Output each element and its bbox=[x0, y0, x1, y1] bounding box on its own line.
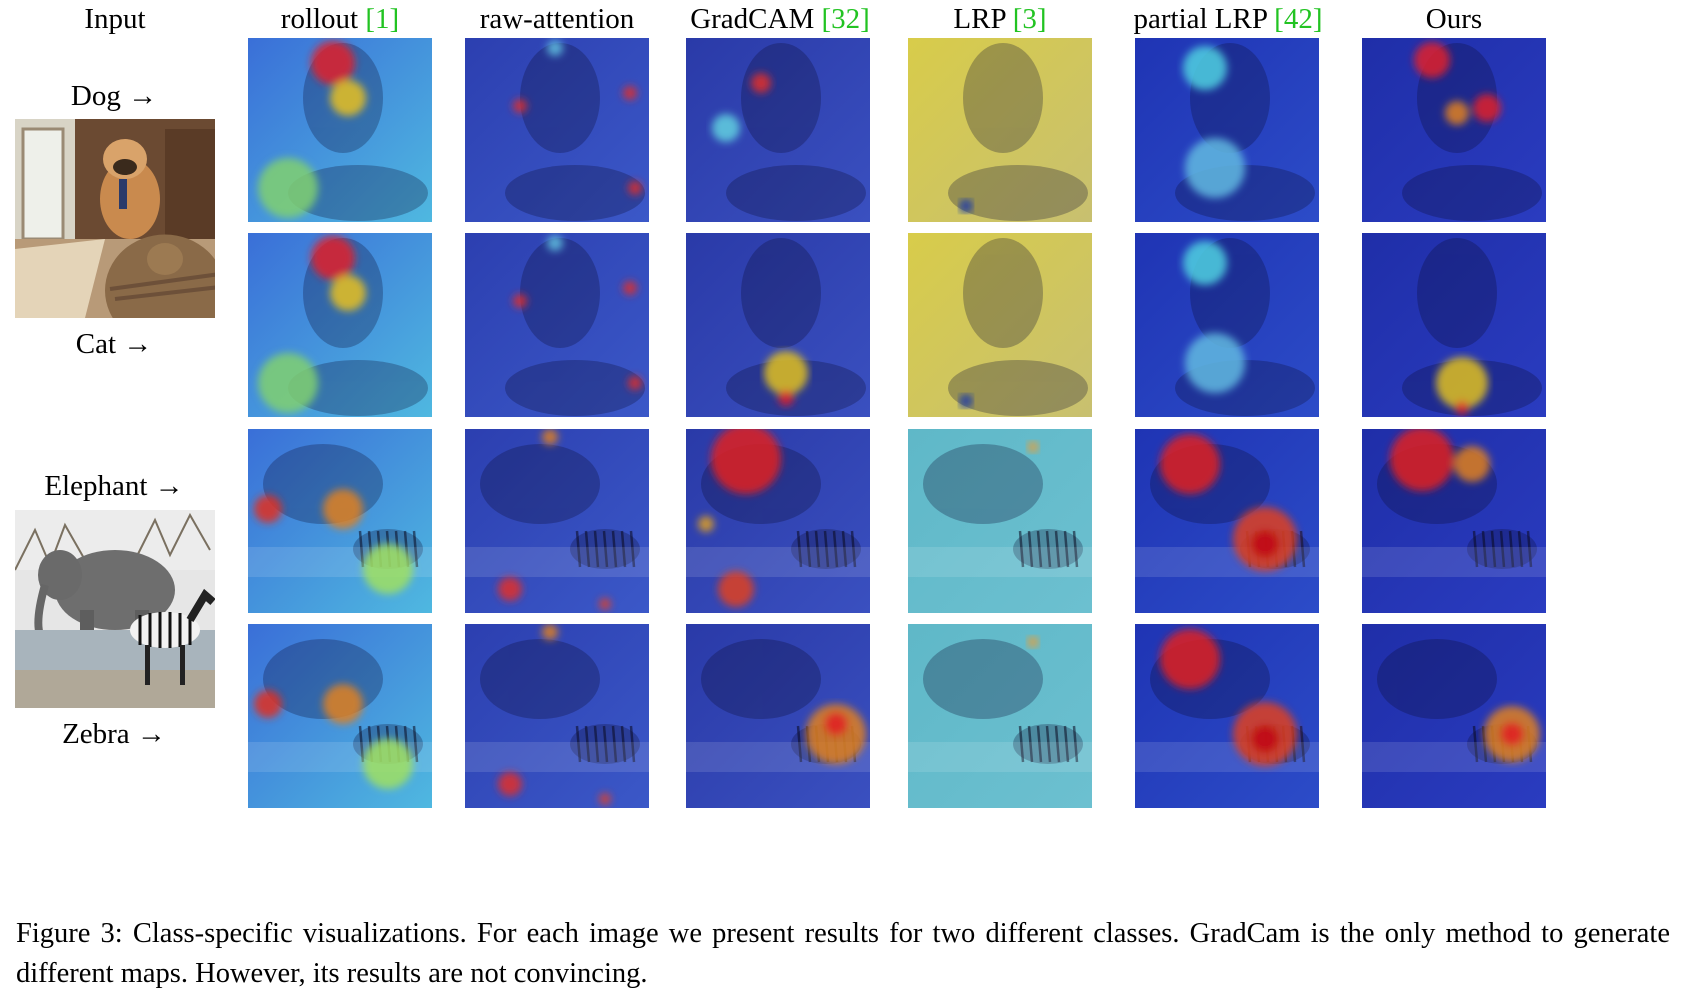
citation: [42] bbox=[1274, 3, 1323, 35]
heatmap-lrp-cat bbox=[908, 233, 1092, 417]
heatmap-rollout-zebra bbox=[248, 624, 432, 808]
class-label-elephant: Elephant → bbox=[44, 470, 184, 502]
heatmap-partial-lrp-dog bbox=[1135, 38, 1319, 222]
heatmap-gradcam-elephant bbox=[686, 429, 870, 613]
class-label-zebra: Zebra → bbox=[62, 718, 166, 750]
heatmap-ours-dog bbox=[1362, 38, 1546, 222]
figure-caption: Figure 3: Class-specific visualizations.… bbox=[16, 918, 1670, 989]
heatmap-partial-lrp-zebra bbox=[1135, 624, 1319, 808]
column-header-partial-lrp: partial LRP [42] bbox=[1133, 3, 1323, 35]
heatmap-ours-zebra bbox=[1362, 624, 1546, 808]
input-image-elephant-zebra bbox=[15, 510, 215, 708]
heatmap-lrp-dog bbox=[908, 38, 1092, 222]
column-header-ours: Ours bbox=[1425, 3, 1483, 35]
column-header-raw-attention: raw-attention bbox=[479, 3, 635, 35]
heatmap-rollout-elephant bbox=[248, 429, 432, 613]
class-label-cat: Cat → bbox=[75, 328, 153, 360]
heatmap-rollout-cat bbox=[248, 233, 432, 417]
column-header-gradcam: GradCAM [32] bbox=[690, 3, 870, 35]
heatmap-gradcam-dog bbox=[686, 38, 870, 222]
heatmap-raw-attention-zebra bbox=[465, 624, 649, 808]
column-header-lrp: LRP [3] bbox=[953, 3, 1047, 35]
heatmap-raw-attention-elephant bbox=[465, 429, 649, 613]
citation: [32] bbox=[821, 3, 870, 35]
heatmap-partial-lrp-cat bbox=[1135, 233, 1319, 417]
column-header-rollout: rollout [1] bbox=[280, 3, 400, 35]
heatmap-ours-cat bbox=[1362, 233, 1546, 417]
citation: [1] bbox=[365, 3, 400, 35]
heatmap-ours-elephant bbox=[1362, 429, 1546, 613]
input-image-dog-cat bbox=[15, 119, 215, 318]
citation: [3] bbox=[1012, 3, 1047, 35]
heatmap-lrp-elephant bbox=[908, 429, 1092, 613]
heatmap-lrp-zebra bbox=[908, 624, 1092, 808]
heatmap-rollout-dog bbox=[248, 38, 432, 222]
heatmap-gradcam-zebra bbox=[686, 624, 870, 808]
heatmap-gradcam-cat bbox=[686, 233, 870, 417]
class-label-dog: Dog → bbox=[70, 80, 158, 112]
heatmap-raw-attention-dog bbox=[465, 38, 649, 222]
column-header-input: Input bbox=[84, 3, 146, 35]
heatmap-partial-lrp-elephant bbox=[1135, 429, 1319, 613]
heatmap-raw-attention-cat bbox=[465, 233, 649, 417]
